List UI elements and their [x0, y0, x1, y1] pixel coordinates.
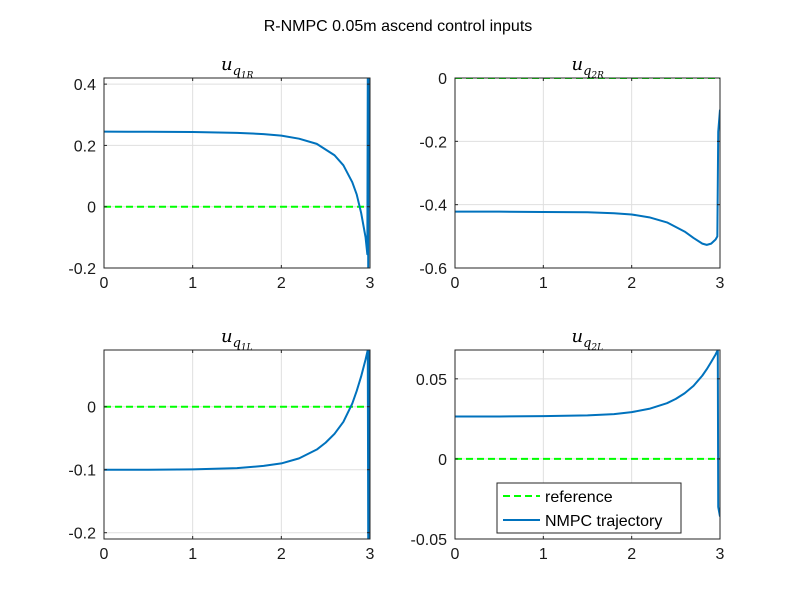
legend-trajectory-label: NMPC trajectory [545, 513, 662, 530]
u-q1L-y-tick-label: -0.1 [68, 463, 96, 480]
u-q1R-axes-frame [103, 77, 371, 269]
legend: reference NMPC trajectory [496, 482, 682, 534]
u-q1L-y-tick-label: -0.2 [68, 526, 96, 543]
u-q2L-title-sub: q [583, 336, 591, 351]
u-q2L-y-tick-label: 0 [438, 452, 447, 469]
u-q1L-title-base: u [221, 326, 233, 347]
u-q1L-axes-frame [103, 349, 371, 540]
u-q2L-y-tick-label: 0.05 [416, 372, 447, 389]
u-q2R-title: uq2R [572, 54, 605, 81]
u-q2L-x-tick-label: 0 [451, 546, 460, 563]
u-q2R-x-tick-label: 1 [539, 275, 548, 292]
u-q2R-y-tick-label: 0 [438, 71, 447, 88]
u-q1R-y-tick-label: 0.4 [74, 77, 96, 94]
u-q1L-x-tick-label: 0 [100, 546, 109, 563]
u-q2L-x-tick-label: 3 [716, 546, 725, 563]
u-q2L-axes-frame [454, 349, 721, 540]
u-q1L-x-tick-label: 3 [366, 546, 375, 563]
u-q2L-title-subsub: 2L [590, 343, 603, 353]
u-q2L-x-tick-label: 1 [539, 546, 548, 563]
u-q1R-y-tick-label: 0 [87, 200, 96, 217]
u-q2L-x-tick-label: 2 [627, 546, 636, 563]
u-q1L-x-tick-label: 2 [277, 546, 286, 563]
u-q1L-title-subsub: 1L [241, 343, 253, 353]
u-q1L-trajectory-line [104, 350, 370, 539]
u-q1L-x-tick-label: 1 [188, 546, 197, 563]
u-q2R-x-tick-label: 2 [627, 275, 636, 292]
u-q2L-y-tick-label: -0.05 [411, 532, 448, 549]
u-q1L-plot: 0 1 2 3 -0.2 -0.1 0 uq1L [68, 326, 374, 563]
u-q2R-x-tick-label: 3 [716, 275, 725, 292]
u-q2R-y-tick-label: -0.4 [419, 198, 447, 215]
u-q2R-y-tick-label: -0.6 [419, 261, 447, 278]
u-q2R-title-base: u [572, 54, 584, 75]
u-q1R-x-tick-label: 0 [100, 275, 109, 292]
u-q1R-title-subsub: 1R [241, 71, 254, 81]
u-q2R-trajectory-line [455, 109, 720, 246]
u-q1R-x-tick-label: 3 [366, 275, 375, 292]
u-q2R-title-sub: q [583, 64, 591, 79]
u-q2R-axes-frame [454, 77, 721, 269]
u-q2L-title-base: u [572, 326, 584, 347]
u-q1R-trajectory-line [104, 78, 370, 268]
u-q1R-plot-area [104, 78, 370, 268]
u-q1L-title-sub: q [233, 336, 241, 351]
u-q1L-y-tick-label: 0 [87, 400, 96, 417]
u-q1R-y-tick-label: -0.2 [68, 261, 96, 278]
u-q2R-x-tick-label: 0 [451, 275, 460, 292]
u-q1R-title: uq1R [221, 54, 254, 81]
figure-title: R-NMPC 0.05m ascend control inputs [264, 18, 533, 35]
u-q1L-title: uq1L [221, 326, 253, 353]
u-q1R-title-sub: q [233, 64, 241, 79]
u-q1R-title-base: u [221, 54, 233, 75]
u-q2R-y-tick-label: -0.2 [419, 134, 447, 151]
u-q2R-plot-area [455, 78, 720, 268]
u-q1R-x-tick-label: 1 [188, 275, 197, 292]
u-q2R-plot: 0 1 2 3 -0.6 -0.4 -0.2 0 uq2R [419, 54, 724, 292]
u-q1R-x-tick-label: 2 [277, 275, 286, 292]
u-q1R-y-tick-label: 0.2 [74, 138, 96, 155]
legend-box [496, 482, 682, 534]
u-q2L-trajectory-line [455, 350, 720, 517]
legend-reference-label: reference [545, 489, 613, 506]
u-q2L-title: uq2L [572, 326, 604, 353]
u-q2R-title-subsub: 2R [590, 71, 604, 81]
u-q1L-plot-area [104, 350, 370, 539]
